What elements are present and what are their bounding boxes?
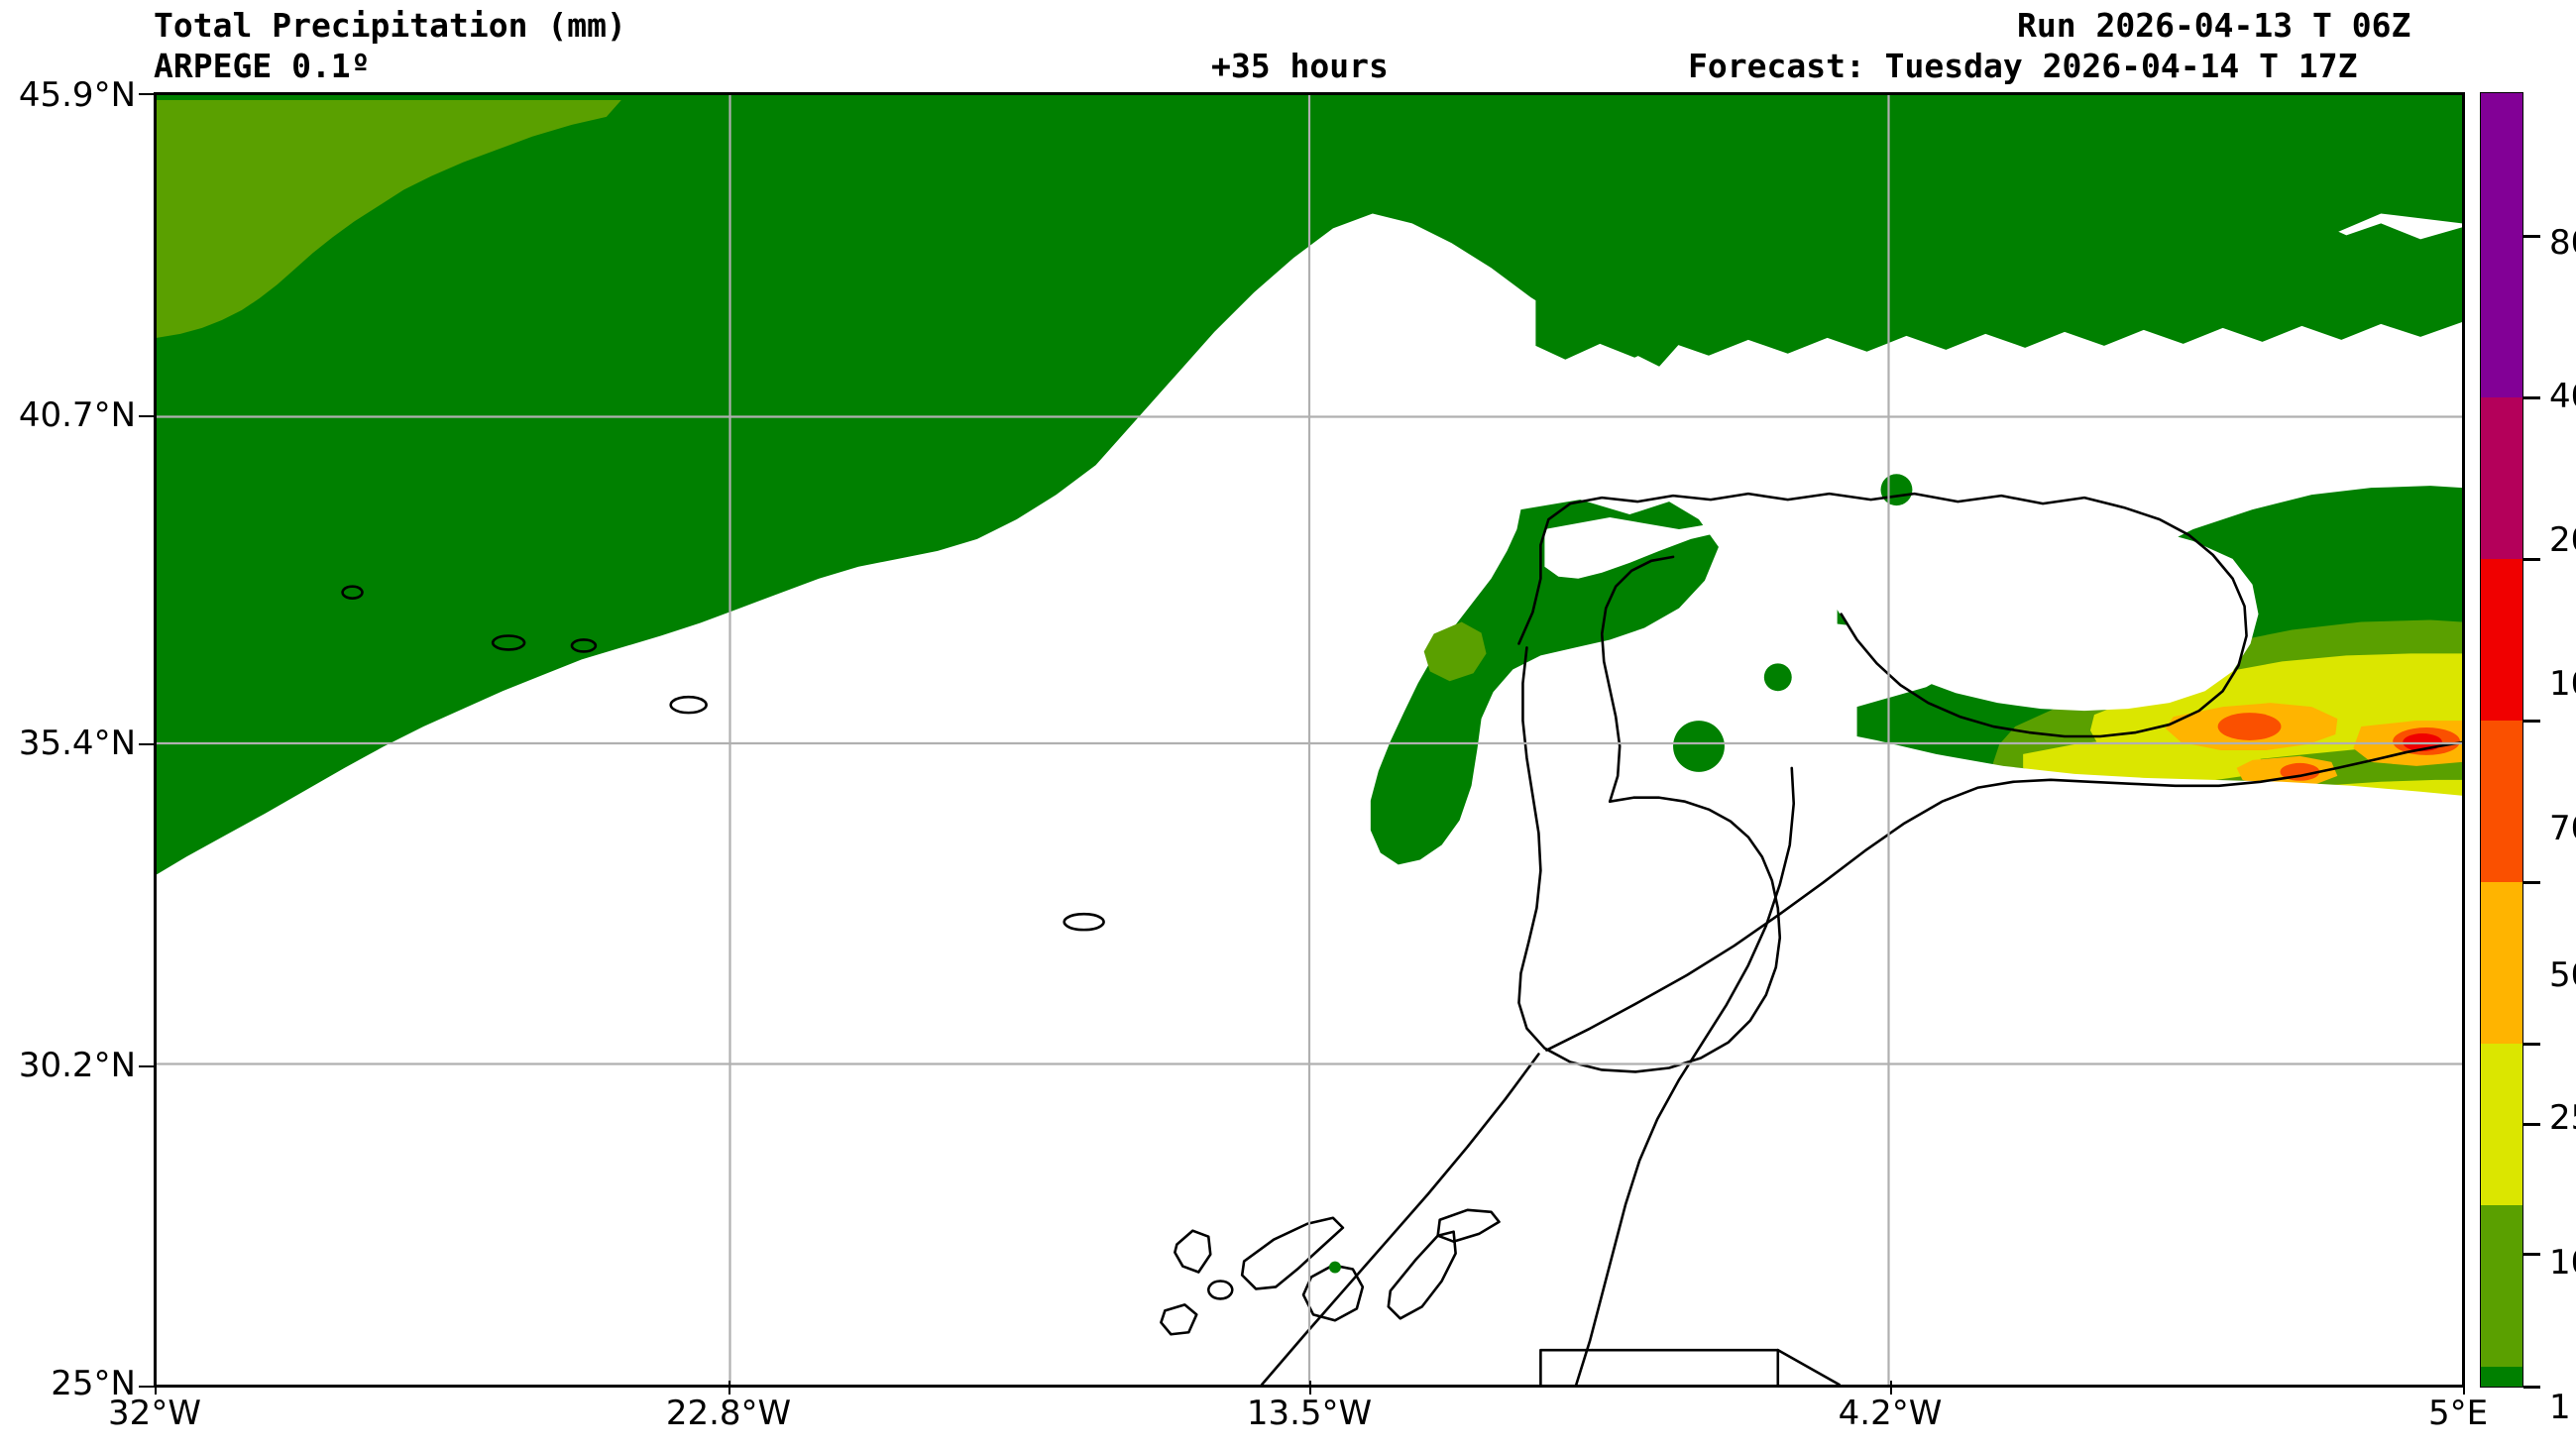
coast-iberia (1517, 492, 2248, 738)
precip-galicia (1370, 500, 1719, 865)
ytick-mark-0 (139, 93, 155, 95)
map-canvas (157, 95, 2462, 1385)
isle-madeira (1063, 912, 1105, 932)
page-title: Total Precipitation (mm) (154, 6, 626, 45)
isle-azores-2 (491, 634, 526, 651)
landmask-iberia (1544, 517, 2259, 712)
xtick-label-5e: 5°E (2427, 1394, 2489, 1433)
border-morocco-algeria (1575, 766, 1796, 1385)
precip-galicia-highlight (1423, 621, 1487, 682)
isle-la-palma (1174, 1229, 1212, 1274)
coast-north-africa (1545, 740, 2462, 1052)
landmask-north-africa (1441, 730, 2462, 1385)
colorbar-segment-800 (2481, 93, 2522, 236)
border-western-sahara (1590, 1348, 1780, 1385)
xtick-mark-4 (2463, 1381, 2465, 1395)
xtick-label-32w: 32°W (108, 1394, 201, 1433)
colorbar-segment-70 (2481, 720, 2522, 883)
ytick-label-25n: 25°N (51, 1364, 136, 1403)
border-western-sahara-2 (1539, 1348, 1594, 1385)
forecast-valid-label: Forecast: Tuesday 2026-04-14 T 17Z (1688, 47, 2358, 85)
colorbar-segment-100 (2481, 558, 2522, 721)
colorbar-tick-200 (2523, 558, 2540, 561)
alboran-band-25-50b (2023, 736, 2263, 784)
xtick-label-22-8w: 22.8°W (665, 1394, 792, 1433)
lead-time-label: +35 hours (1211, 47, 1389, 85)
isle-tenerife (1240, 1216, 1345, 1290)
border-portugal-spain (1600, 555, 1675, 804)
colorbar-segment-25 (2481, 1044, 2522, 1206)
ytick-label-30-2n: 30.2°N (18, 1046, 136, 1085)
isle-el-hierro (1160, 1303, 1198, 1336)
colorbar-tick-1 (2523, 1386, 2540, 1389)
ytick-mark-1 (139, 415, 155, 417)
precip-band-10-25-nw (157, 99, 621, 338)
colorbar-label-200: 200 (2549, 520, 2576, 560)
run-time-label: Run 2026-04-13 T 06Z (2017, 6, 2411, 45)
precip-band-1-10 (157, 95, 2462, 875)
ytick-label-40-7n: 40.7°N (18, 395, 136, 435)
border-mauritania (1776, 1348, 1841, 1385)
coastline-layer (341, 492, 2462, 1385)
precip-blob-3 (1763, 663, 1792, 692)
isle-azores-3 (570, 638, 598, 653)
colorbar-tick-800 (2523, 235, 2540, 238)
xtick-label-13-5w: 13.5°W (1246, 1394, 1373, 1433)
colorbar-tick-100 (2523, 720, 2540, 723)
colorbar-segment-1 (2481, 1367, 2522, 1387)
colorbar-label-10: 10 (2549, 1243, 2576, 1283)
xtick-mark-2 (1309, 1381, 1311, 1395)
xtick-mark-0 (155, 1381, 157, 1395)
ytick-label-45-9n: 45.9°N (18, 75, 136, 115)
colorbar-label-1: 1 (2549, 1388, 2571, 1427)
isle-gran-canaria (1301, 1264, 1365, 1322)
isle-la-gomera (1207, 1280, 1234, 1300)
colorbar-label-25: 25 (2549, 1098, 2576, 1138)
colorbar-label-70: 70 (2549, 809, 2576, 848)
colorbar (2480, 92, 2523, 1388)
model-label: ARPEGE 0.1º (154, 47, 371, 85)
precip-shading-layer (157, 95, 2462, 875)
colorbar-label-50: 50 (2549, 955, 2576, 995)
isle-lanzarote (1436, 1208, 1501, 1243)
coast-portugal (1517, 646, 1782, 1073)
colorbar-tick-70 (2523, 881, 2540, 884)
isle-fuerteventura (1387, 1230, 1457, 1320)
colorbar-segment-200 (2481, 396, 2522, 559)
precip-canary-dot (1328, 1261, 1341, 1274)
isle-azores-1 (341, 585, 364, 600)
precip-blob-4 (1673, 721, 1725, 772)
isle-azores-4 (669, 695, 708, 715)
map-plot-area (154, 92, 2465, 1388)
graticule-layer (157, 95, 2462, 1385)
ytick-mark-2 (139, 743, 155, 745)
xtick-mark-1 (728, 1381, 730, 1395)
ytick-mark-4 (139, 1386, 155, 1388)
precip-blob-1 (1880, 474, 1913, 506)
xtick-label-4-2w: 4.2°W (1838, 1394, 1943, 1433)
colorbar-tick-50 (2523, 1043, 2540, 1046)
colorbar-label-400: 400 (2549, 377, 2576, 416)
colorbar-label-800: 800 (2549, 223, 2576, 263)
colorbar-tick-10 (2523, 1253, 2540, 1256)
colorbar-label-100: 100 (2549, 664, 2576, 704)
colorbar-tick-25 (2523, 1123, 2540, 1126)
precip-iberia-green (1535, 188, 2462, 360)
colorbar-segment-400 (2481, 235, 2522, 397)
colorbar-segment-50 (2481, 882, 2522, 1045)
alboran-core-70-100a (2217, 713, 2282, 740)
ytick-mark-3 (139, 1065, 155, 1067)
colorbar-segment-10 (2481, 1205, 2522, 1368)
land-mask-layer (1441, 517, 2462, 1385)
colorbar-tick-400 (2523, 396, 2540, 399)
xtick-mark-3 (1890, 1381, 1892, 1395)
ytick-label-35-4n: 35.4°N (18, 724, 136, 763)
